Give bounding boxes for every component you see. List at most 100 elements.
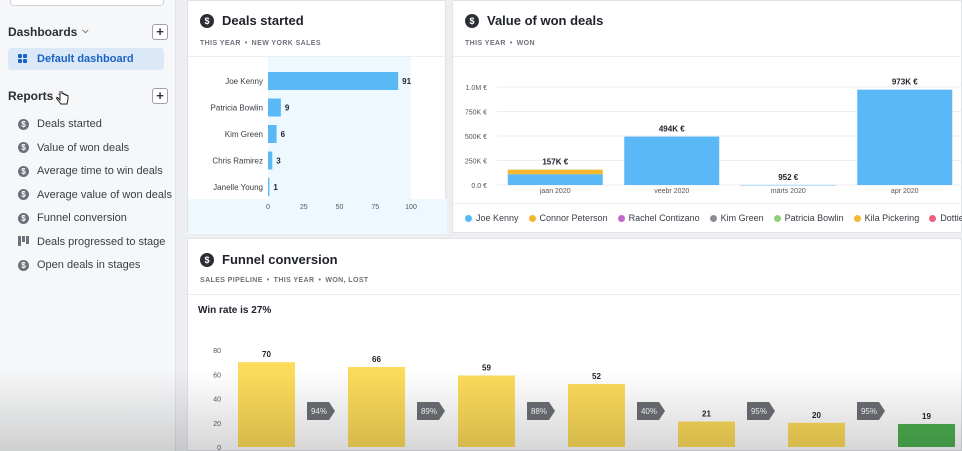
legend-label: Rachel Contizano xyxy=(628,213,700,223)
value-won-title: Value of won deals xyxy=(487,13,604,28)
card-title[interactable]: $ Deals started xyxy=(200,13,304,28)
sidebar-item-report[interactable]: Deals progressed to stage xyxy=(18,233,165,251)
conversion-arrow xyxy=(417,402,445,420)
data-label: 157K € xyxy=(542,158,568,167)
data-label: 3 xyxy=(276,157,281,166)
dollar-icon: $ xyxy=(18,259,29,271)
card-title[interactable]: $ Funnel conversion xyxy=(200,252,338,267)
report-item-label: Average time to win deals xyxy=(37,165,163,177)
report-item-label: Deals progressed to stage xyxy=(37,235,166,248)
conversion-arrow xyxy=(637,402,665,420)
reports-header[interactable]: Reports ⌵ + xyxy=(8,86,168,106)
add-report-button[interactable]: + xyxy=(152,88,168,104)
sidebar-item-report[interactable]: $ Value of won deals xyxy=(18,139,129,157)
bar xyxy=(268,125,277,143)
legend-label: Kim Green xyxy=(720,213,764,223)
hand-cursor-icon xyxy=(56,91,69,105)
dollar-icon: $ xyxy=(18,165,29,177)
data-label: 21 xyxy=(702,410,711,419)
tick-label: 0 xyxy=(217,445,221,451)
dollar-icon: $ xyxy=(200,252,214,267)
win-rate-text: Win rate is 27% xyxy=(198,305,272,316)
sidebar: Dashboards ⌵ + Default dashboard Reports… xyxy=(0,0,176,451)
card-filters: SALES PIPELINE • THIS YEAR • WON, LOST xyxy=(200,277,369,284)
legend-item[interactable]: Kim Green xyxy=(709,213,764,223)
card-title[interactable]: $ Value of won deals xyxy=(465,13,603,28)
dollar-icon: $ xyxy=(465,13,479,28)
tick-label: 250K € xyxy=(465,159,487,166)
bar-segment xyxy=(507,169,603,175)
funnel-chart: 0 20 40 60 80 70 66 59 52 21 20 19 94% 89% 88% 40% 95% 95… xyxy=(213,348,955,451)
bar xyxy=(898,423,955,447)
tick-label: 0 xyxy=(266,204,270,211)
chevron-down-icon: ⌵ xyxy=(82,26,89,35)
category-label: Chris Ramirez xyxy=(212,157,263,166)
value-won-chart: 0.0 € 250K € 500K € 750K € 1.0M € 157K € jaan … xyxy=(465,78,962,195)
bar xyxy=(268,72,399,90)
data-label: 20 xyxy=(812,411,821,420)
category-label: Joe Kenny xyxy=(225,77,263,86)
search-input[interactable] xyxy=(10,0,164,6)
chart-shade xyxy=(188,199,447,234)
legend-swatch xyxy=(773,214,781,222)
legend-item[interactable]: Patricia Bowlin xyxy=(773,213,844,223)
legend-item[interactable]: Dottie Rodrigue xyxy=(929,213,962,223)
data-label: 70 xyxy=(262,350,271,359)
data-label: 59 xyxy=(482,363,491,372)
bar-segment xyxy=(507,174,603,185)
tick-label: 75 xyxy=(371,204,379,211)
conversion-label: 89% xyxy=(421,407,437,416)
sidebar-item-report[interactable]: $ Open deals in stages xyxy=(18,256,140,274)
legend-label: Kila Pickering xyxy=(864,213,920,223)
dashboard-icon xyxy=(18,54,28,64)
category-label: Patricia Bowlin xyxy=(211,104,263,113)
bar-segment xyxy=(624,136,720,185)
category-label: veebr 2020 xyxy=(654,188,689,195)
data-label: 952 € xyxy=(778,173,799,182)
sidebar-item-report[interactable]: $ Deals started xyxy=(18,115,102,133)
data-label: 1 xyxy=(273,183,278,192)
deals-started-title: Deals started xyxy=(222,13,304,28)
report-item-label: Open deals in stages xyxy=(37,259,141,271)
legend-item[interactable]: Connor Peterson xyxy=(528,213,608,223)
add-dashboard-button[interactable]: + xyxy=(152,24,168,40)
deals-started-card: $ Deals started THIS YEAR • NEW YORK SALES… xyxy=(187,0,447,234)
legend-label: Dottie Rodrigue xyxy=(940,213,962,223)
bar xyxy=(568,383,625,447)
conversion-label: 40% xyxy=(641,407,657,416)
sidebar-item-report[interactable]: $ Funnel conversion xyxy=(18,209,127,227)
tick-label: 750K € xyxy=(465,110,487,117)
sidebar-item-default-dashboard[interactable]: Default dashboard xyxy=(8,48,164,70)
dashboards-label: Dashboards xyxy=(8,25,78,39)
funnel-card: $ Funnel conversion SALES PIPELINE • THIS … xyxy=(187,238,962,451)
legend-item[interactable]: Kila Pickering xyxy=(853,213,920,223)
tick-label: 100 xyxy=(405,204,417,211)
category-label: märts 2020 xyxy=(771,188,806,195)
data-label: 19 xyxy=(922,412,931,421)
legend-item[interactable]: Joe Kenny xyxy=(465,213,519,223)
sidebar-item-report[interactable]: $ Average time to win deals xyxy=(18,162,163,180)
reports-label: Reports xyxy=(8,89,54,103)
sidebar-item-report[interactable]: $ Average value of won deals xyxy=(18,186,172,204)
dashboard-item-label: Default dashboard xyxy=(37,53,134,65)
bar xyxy=(788,422,845,447)
data-label: 494K € xyxy=(659,125,685,134)
tick-label: 25 xyxy=(300,204,308,211)
legend-swatch xyxy=(617,214,625,222)
legend-label: Joe Kenny xyxy=(476,213,519,223)
category-label: jaan 2020 xyxy=(539,188,571,195)
card-filters: THIS YEAR • NEW YORK SALES xyxy=(200,40,321,47)
data-label: 66 xyxy=(372,355,381,364)
data-label: 52 xyxy=(592,372,601,381)
bar-segment xyxy=(740,184,836,186)
bar-segment xyxy=(857,89,953,185)
bar xyxy=(458,375,515,447)
tick-label: 500K € xyxy=(465,134,487,141)
dollar-icon: $ xyxy=(18,212,29,224)
legend-swatch xyxy=(853,214,861,222)
dollar-icon: $ xyxy=(200,13,214,28)
dashboards-header[interactable]: Dashboards ⌵ + xyxy=(8,22,168,42)
legend-item[interactable]: Rachel Contizano xyxy=(617,213,700,223)
tick-label: 1.0M € xyxy=(466,85,488,92)
conversion-arrow xyxy=(527,402,555,420)
